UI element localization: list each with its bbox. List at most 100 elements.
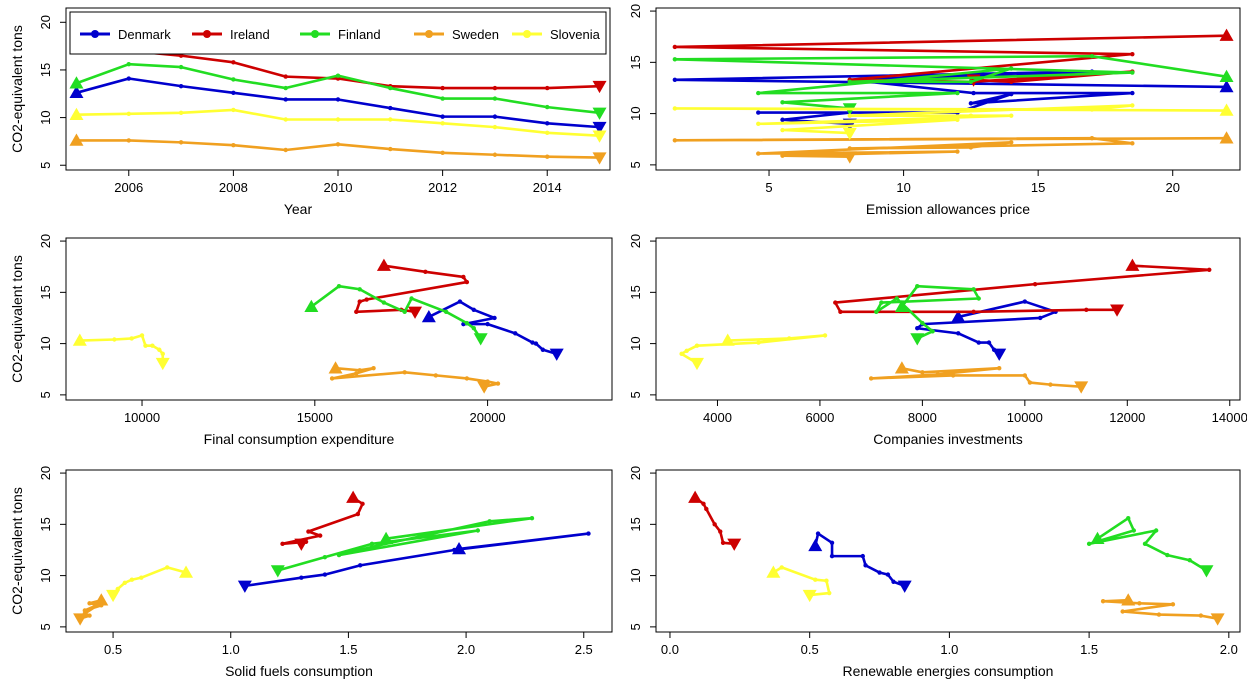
y-axis-label: CO2-equivalent tons	[9, 487, 25, 615]
data-point-sweden	[283, 147, 288, 153]
data-point-end-sweden	[1210, 613, 1225, 626]
series-denmark	[421, 299, 564, 361]
data-point-denmark	[457, 299, 463, 304]
series-line-sweden	[869, 366, 1082, 388]
data-point-ireland	[364, 297, 369, 302]
y-axis-label: CO2-equivalent tons	[9, 25, 25, 153]
data-point-end-ireland	[592, 80, 607, 94]
x-tick-label: 1.0	[940, 642, 958, 657]
data-point-slovenia	[126, 111, 131, 116]
data-point-end-sweden	[477, 381, 492, 394]
data-point-denmark	[322, 572, 328, 577]
data-point-finland	[545, 104, 550, 110]
data-point-end-ireland	[727, 538, 742, 551]
x-tick-label: 0.5	[104, 642, 122, 657]
series-denmark	[237, 531, 591, 593]
series-slovenia	[69, 107, 607, 143]
data-point-sweden	[756, 151, 761, 156]
data-point-denmark	[485, 321, 490, 327]
data-point-slovenia	[672, 106, 678, 111]
series-ireland	[354, 258, 470, 319]
data-point-ireland	[1032, 281, 1038, 287]
data-point-start-denmark	[951, 309, 966, 323]
y-tick-label: 20	[628, 4, 643, 18]
data-point-slovenia	[440, 121, 445, 126]
data-point-slovenia	[779, 565, 784, 570]
data-point-denmark	[530, 340, 535, 345]
series-line-ireland	[354, 264, 469, 314]
chart-panel-6: 5 10 15 20 0.0 0.5 1.0 1.5 2.0 Renewable energies…	[628, 466, 1241, 679]
data-point-denmark	[540, 347, 546, 352]
series-finland	[69, 62, 607, 120]
data-point-finland	[1130, 70, 1135, 75]
data-point-slovenia	[139, 333, 145, 338]
data-point-ireland	[464, 279, 470, 285]
plot-frame	[655, 7, 1241, 171]
data-point-sweden	[178, 140, 184, 145]
data-point-ireland	[357, 299, 362, 304]
data-point-denmark	[492, 114, 498, 119]
data-point-sweden	[354, 371, 359, 376]
data-point-slovenia	[157, 347, 162, 352]
data-point-denmark	[1130, 90, 1135, 96]
data-point-slovenia	[545, 130, 550, 136]
data-point-finland	[847, 79, 852, 85]
data-point-slovenia	[824, 578, 829, 583]
x-tick-label: 2.0	[457, 642, 475, 657]
data-point-finland	[440, 96, 445, 101]
x-tick-label: 5	[765, 180, 772, 195]
data-point-denmark	[968, 101, 974, 106]
data-point-ireland	[545, 85, 550, 91]
y-tick-label: 15	[628, 285, 643, 299]
data-point-denmark	[545, 121, 550, 126]
data-point-sweden	[780, 153, 785, 158]
data-point-end-slovenia	[689, 357, 704, 371]
data-point-finland	[402, 309, 407, 315]
x-tick-label: 20	[1165, 180, 1179, 195]
data-point-finland	[930, 329, 935, 334]
data-point-ireland	[701, 501, 706, 507]
data-point-start-denmark	[808, 538, 823, 552]
data-point-denmark	[891, 579, 896, 584]
data-point-ireland	[317, 533, 323, 538]
series-line-sweden	[1101, 598, 1218, 620]
x-axis-label: Companies investments	[873, 431, 1022, 447]
data-point-start-slovenia	[72, 333, 87, 346]
x-tick-label: 2.0	[1220, 642, 1238, 657]
data-point-finland	[920, 320, 925, 326]
y-tick-label: 10	[628, 336, 643, 350]
series-sweden	[328, 361, 501, 394]
series-line-finland	[310, 284, 482, 340]
data-point-sweden	[96, 602, 102, 607]
data-point-slovenia	[1089, 107, 1095, 112]
data-point-slovenia	[694, 343, 700, 348]
data-point-sweden	[672, 138, 678, 143]
data-point-sweden	[126, 138, 131, 143]
data-point-finland	[955, 90, 960, 96]
data-point-sweden	[87, 613, 92, 618]
data-point-slovenia	[143, 343, 148, 348]
x-tick-label: 0.0	[661, 642, 679, 657]
series-slovenia	[672, 103, 1234, 141]
data-point-sweden	[1089, 136, 1095, 141]
y-tick-label: 15	[628, 55, 643, 69]
legend-label-slovenia: Slovenia	[550, 27, 601, 42]
data-point-denmark	[178, 83, 184, 89]
legend-label-denmark: Denmark	[118, 27, 171, 42]
data-point-finland	[1086, 541, 1092, 547]
series-line-finland	[874, 284, 981, 340]
series-line-denmark	[428, 300, 558, 356]
chart-panel-3: 5 10 15 20 10000 15000 20000 Final consumption …	[9, 234, 613, 447]
legend-label-ireland: Ireland	[230, 27, 270, 42]
chart-panel-2: 5 10 15 20 5 10 15 20 Emission allowances price	[628, 4, 1241, 217]
data-point-sweden	[1120, 609, 1125, 614]
data-point-start-sweden	[894, 361, 909, 374]
data-point-finland	[1165, 552, 1170, 558]
data-point-end-denmark	[237, 580, 252, 593]
x-tick-label: 1.5	[339, 642, 357, 657]
data-point-sweden	[955, 149, 960, 154]
data-point-sweden	[492, 152, 498, 157]
x-tick-label: 10	[896, 180, 910, 195]
data-point-sweden	[950, 373, 956, 378]
data-point-end-slovenia	[592, 130, 607, 143]
